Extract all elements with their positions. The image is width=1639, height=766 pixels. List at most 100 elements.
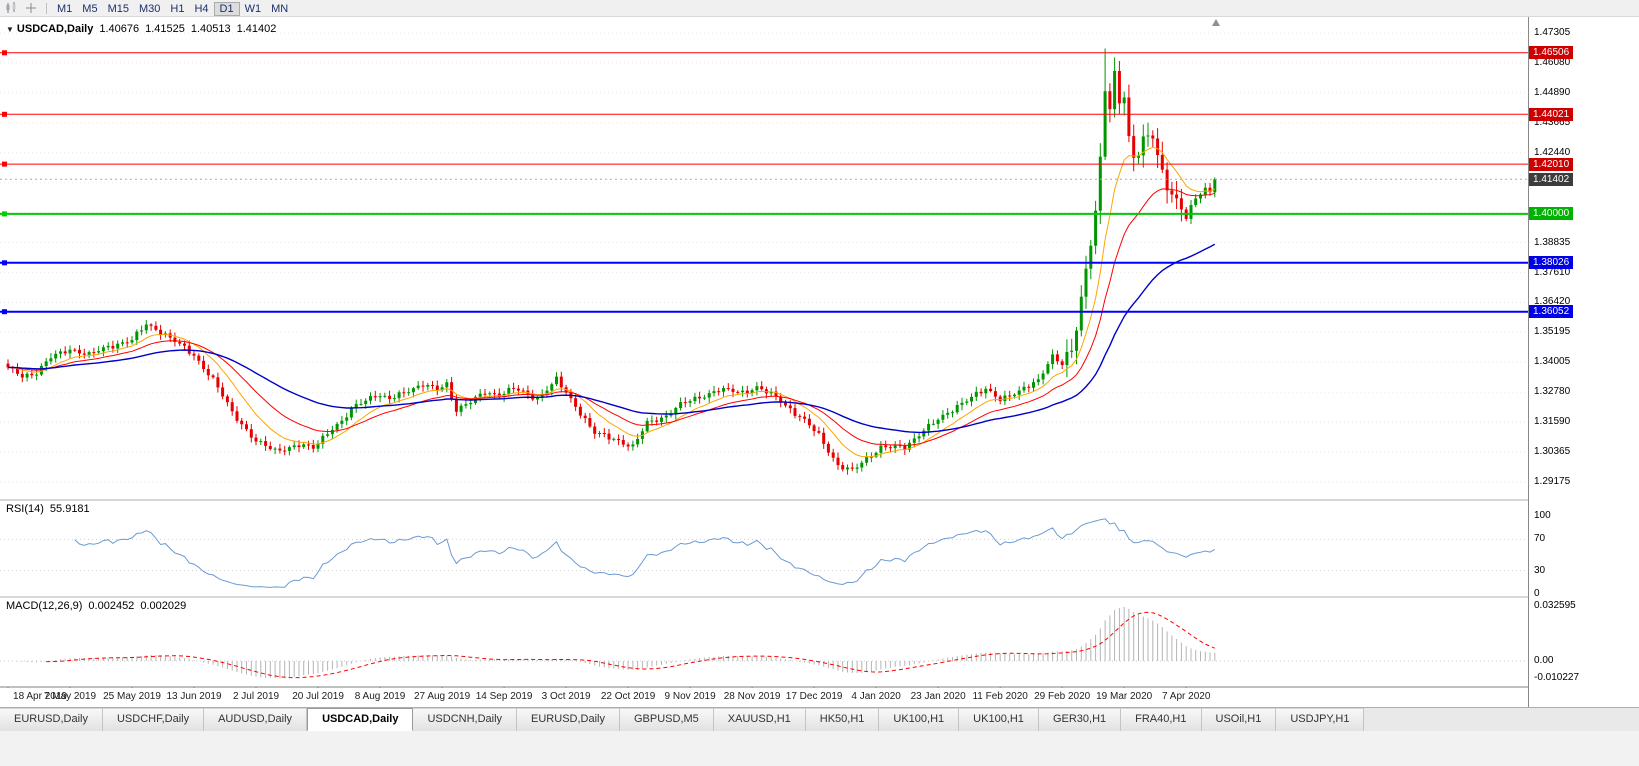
chart-tab-hk50-h1[interactable]: HK50,H1 — [805, 708, 880, 731]
price-axis-label: 1.29175 — [1534, 476, 1571, 487]
candlestick-chart-icon[interactable] — [3, 2, 20, 15]
ma-slow-line — [7, 243, 1216, 434]
timeframe-button-mn[interactable]: MN — [271, 3, 289, 15]
price-level-tag[interactable]: 1.38026 — [1529, 256, 1574, 270]
ohlc-open: 1.40676 — [99, 23, 140, 35]
chart-tab-xauusd-h1[interactable]: XAUUSD,H1 — [713, 708, 806, 731]
timeframe-button-m1[interactable]: M1 — [57, 3, 73, 15]
price-axis-label: 1.46080 — [1534, 56, 1571, 68]
price-scale[interactable]: 1.473051.460801.448901.436651.424401.412… — [1528, 17, 1639, 707]
chart-tabs-bar: EURUSD,Daily USDCHF,Daily AUDUSD,Daily USDC… — [0, 707, 1639, 731]
price-level-tag[interactable]: 1.42010 — [1529, 157, 1574, 171]
price-axis-label: 1.32780 — [1534, 386, 1571, 398]
ohlc-close: 1.41402 — [236, 23, 277, 35]
rsi-axis-label: 0 — [1534, 588, 1540, 599]
price-axis-label: 1.36420 — [1534, 296, 1571, 308]
chart-tab-ger30-h1[interactable]: GER30,H1 — [1038, 708, 1122, 731]
time-axis-label: 13 Jun 2019 — [166, 691, 222, 702]
time-axis-label: 11 Feb 2020 — [972, 691, 1028, 702]
symbol-dropdown-icon[interactable]: ▼ — [6, 25, 14, 34]
time-axis-label: 2 Jul 2019 — [232, 691, 280, 702]
macd-axis-label: 0.00 — [1534, 655, 1554, 666]
ma-mid-line — [7, 188, 1215, 447]
toolbar-separator — [46, 2, 47, 14]
timeframe-button-m15[interactable]: M15 — [107, 3, 129, 15]
rsi-axis-label: 100 — [1534, 510, 1551, 521]
chart-tab-usdcnh-daily[interactable]: USDCNH,Daily — [413, 708, 518, 731]
ohlc-low: 1.40513 — [190, 23, 231, 35]
time-axis-label: 7 May 2019 — [43, 691, 97, 702]
horizontal-level-lines[interactable] — [0, 50, 1528, 315]
timeframe-button-h4[interactable]: H4 — [194, 3, 209, 15]
macd-signal-value: 0.002029 — [140, 600, 187, 612]
time-axis-label: 25 May 2019 — [103, 691, 161, 702]
timeframe-toolbar: M1 M5 M15 M30 H1 H4 D1 W1 MN — [52, 0, 293, 17]
time-axis-label: 18 Apr 2019 — [13, 691, 67, 702]
ohlc-high: 1.41525 — [145, 23, 185, 35]
price-axis-label: 1.38835 — [1534, 236, 1571, 248]
time-axis-label: 27 Aug 2019 — [413, 691, 471, 702]
price-axis-label: 1.34005 — [1534, 356, 1571, 368]
price-axis-label: 1.43665 — [1534, 116, 1571, 128]
chart-tab-uk100-h1[interactable]: UK100,H1 — [959, 708, 1039, 731]
chart-tab-usdcad-daily[interactable]: USDCAD,Daily — [307, 708, 414, 731]
chart-tab-usoil-h1[interactable]: USOil,H1 — [1201, 708, 1277, 731]
chart-tab-usdchf-daily[interactable]: USDCHF,Daily — [102, 708, 205, 731]
macd-indicator-label: MACD(12,26,9) 0.002452 0.002029 — [6, 600, 192, 612]
bottom-strip — [0, 731, 1639, 766]
time-axis-label: 8 Aug 2019 — [354, 691, 406, 702]
time-axis-label: 4 Jan 2020 — [851, 691, 901, 702]
chart-tab-fra40-h1[interactable]: FRA40,H1 — [1121, 708, 1202, 731]
price-axis-label: 1.42440 — [1534, 146, 1571, 158]
chart-canvas[interactable] — [0, 17, 1528, 707]
chart-shift-marker — [1212, 19, 1220, 26]
chart-tab-uk100-h1[interactable]: UK100,H1 — [879, 708, 960, 731]
time-axis-label: 9 Nov 2019 — [664, 691, 716, 702]
time-axis-label: 29 Feb 2020 — [1034, 691, 1091, 702]
macd-name: MACD(12,26,9) — [6, 600, 83, 612]
timeframe-button-d1[interactable]: D1 — [213, 2, 240, 16]
time-axis-label: 20 Jul 2019 — [292, 691, 344, 702]
chart-tab-eurusd-daily[interactable]: EURUSD,Daily — [517, 708, 620, 731]
price-level-tag[interactable]: 1.46506 — [1529, 46, 1574, 60]
chart-tab-audusd-daily[interactable]: AUDUSD,Daily — [204, 708, 308, 731]
time-axis[interactable]: 18 Apr 2019 7 May 2019 25 May 2019 13 Jun 2… — [0, 688, 1528, 707]
chart-symbol-label: USDCAD,Daily — [16, 23, 94, 35]
price-level-tag[interactable]: 1.44021 — [1529, 107, 1574, 121]
grid-lines — [0, 32, 1528, 483]
chart-tab-usdjpy-h1[interactable]: USDJPY,H1 — [1276, 708, 1365, 731]
price-axis-label: 1.44890 — [1534, 86, 1571, 98]
rsi-name: RSI(14) — [6, 503, 44, 515]
chart-title: ▼ USDCAD,Daily 1.40676 1.41525 1.40513 1.4140… — [6, 23, 276, 35]
toolbar: M1 M5 M15 M30 H1 H4 D1 W1 MN — [0, 0, 1639, 17]
rsi-axis-label: 30 — [1534, 564, 1546, 576]
time-axis-label: 3 Oct 2019 — [541, 691, 591, 702]
time-axis-label: 28 Nov 2019 — [723, 691, 781, 702]
price-axis-label: 1.31590 — [1534, 416, 1571, 428]
price-level-tag[interactable]: 1.40000 — [1529, 207, 1574, 221]
price-level-tag[interactable]: 1.36052 — [1529, 305, 1574, 319]
macd-axis-label: 0.032595 — [1534, 600, 1576, 611]
ma-fast-line — [7, 146, 1216, 458]
time-axis-label: 17 Dec 2019 — [785, 691, 843, 702]
macd-histogram — [17, 606, 1216, 679]
current-price-tag: 1.41402 — [1529, 172, 1574, 186]
price-axis-label: 1.37610 — [1534, 266, 1571, 278]
price-axis-label: 1.35195 — [1534, 326, 1571, 338]
rsi-line — [74, 518, 1216, 588]
timeframe-button-w1[interactable]: W1 — [244, 3, 262, 15]
crosshair-icon[interactable] — [22, 2, 39, 15]
time-axis-label: 14 Sep 2019 — [475, 691, 533, 702]
timeframe-button-m5[interactable]: M5 — [82, 3, 98, 15]
chart-tab-gbpusd-m5[interactable]: GBPUSD,M5 — [620, 708, 714, 731]
price-axis-label: 1.30365 — [1534, 446, 1571, 458]
rsi-value: 55.9181 — [49, 503, 90, 515]
chart-tab-eurusd-daily[interactable]: EURUSD,Daily — [0, 708, 103, 731]
timeframe-button-m30[interactable]: M30 — [138, 3, 161, 15]
time-axis-label: 22 Oct 2019 — [600, 691, 656, 702]
timeframe-button-h1[interactable]: H1 — [170, 3, 185, 15]
macd-axis-label: -0.010227 — [1534, 672, 1580, 684]
time-axis-label: 19 Mar 2020 — [1096, 691, 1153, 702]
time-axis-label: 23 Jan 2020 — [910, 691, 966, 702]
